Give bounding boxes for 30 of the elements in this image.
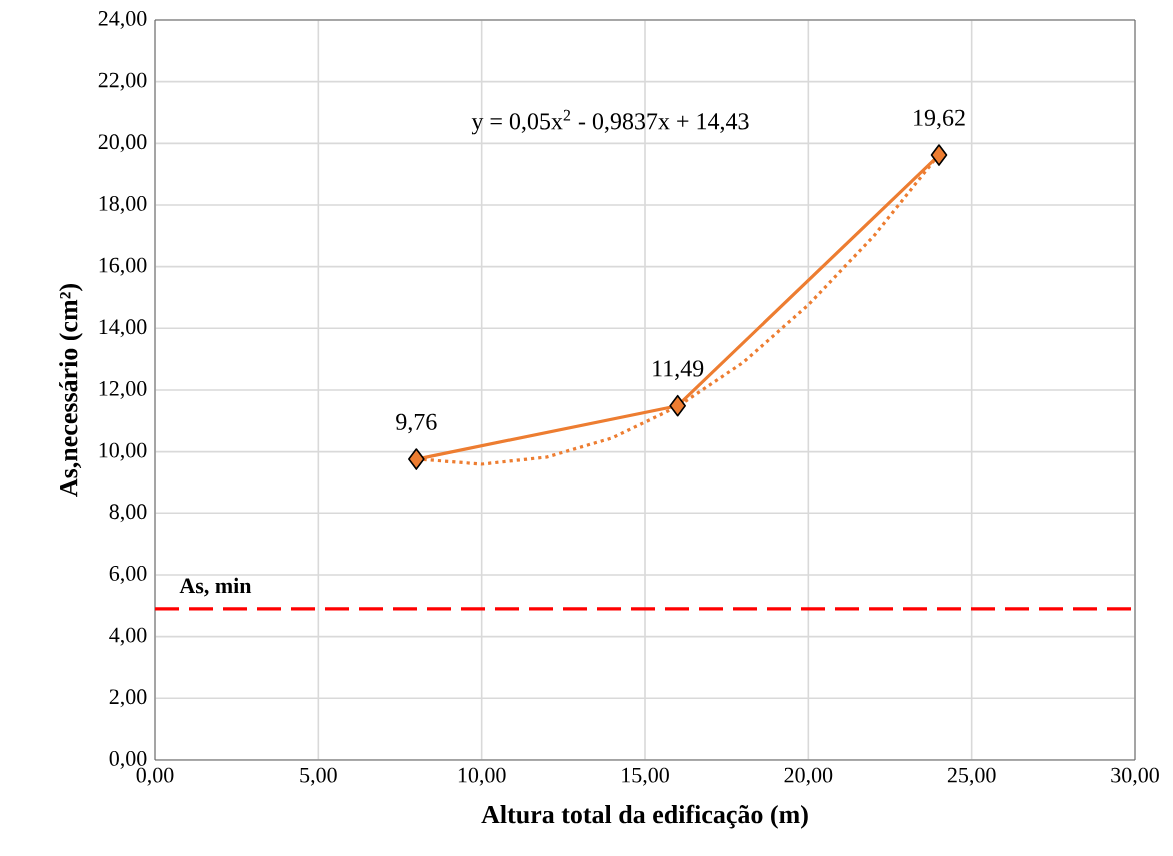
y-axis-title: As,necessário (cm²)	[59, 284, 83, 497]
y-tick-label: 18,00	[99, 196, 147, 214]
data-label: 9,76	[396, 413, 437, 434]
x-tick-label: 0,00	[136, 767, 174, 786]
point	[669, 394, 686, 417]
point	[408, 448, 425, 470]
x-tick-label: 25,00	[947, 767, 996, 786]
y-tick-label: 6,00	[109, 566, 147, 584]
y-tick-label: 20,00	[98, 134, 147, 153]
x-tick-label: 5,00	[300, 767, 337, 786]
ref-line-label: As, min	[179, 577, 252, 597]
y-tick-label: 2,00	[109, 689, 147, 708]
y-tick-label: 12,00	[99, 381, 147, 399]
data-label: 11,49	[653, 360, 704, 380]
y-tick-label: 4,00	[109, 627, 147, 646]
y-tick-label: 10,00	[99, 442, 147, 461]
y-tick-label: 8,00	[109, 504, 147, 523]
y-tick-label: 14,00	[99, 319, 147, 338]
x-tick-label: 30,00	[1111, 767, 1159, 786]
y-tick-label: 24,00	[98, 11, 147, 29]
y-tick-label: 0,00	[109, 750, 147, 769]
x-axis-title: Altura total da edificação (m)	[481, 804, 808, 829]
y-tick-label: 16,00	[99, 257, 147, 276]
x-tick-label: 20,00	[784, 767, 833, 786]
x-tick-label: 10,00	[458, 767, 506, 786]
point	[930, 144, 948, 166]
y-tick-label: 22,00	[98, 72, 147, 91]
x-tick-label: 15,00	[622, 767, 669, 786]
data-label: 19,62	[914, 109, 965, 130]
annotation: y = 0,05x$^{2}$ - 0,9837x + 14,43	[471, 109, 749, 135]
